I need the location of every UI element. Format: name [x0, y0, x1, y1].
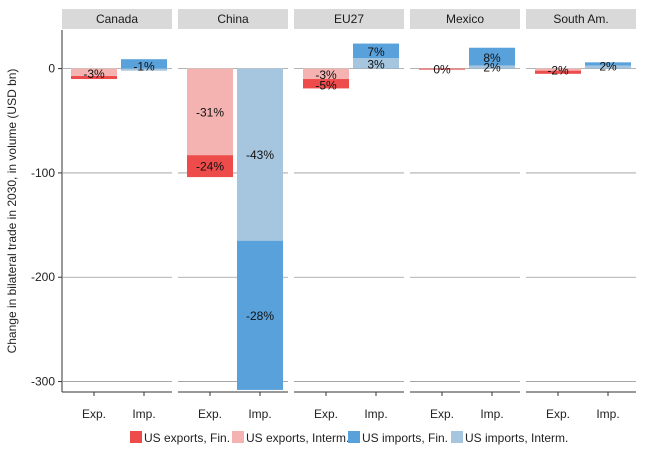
x-tick-label: Imp.: [596, 407, 619, 421]
x-tick-label: Imp.: [132, 407, 155, 421]
data-label: 0%: [433, 63, 451, 77]
legend-label: US imports, Fin.: [362, 431, 448, 445]
bar-canada-imp: -1%: [121, 59, 167, 74]
panel-canada: Canada -3% Exp. -1% Imp.: [62, 9, 172, 421]
panel-title: South Am.: [553, 12, 608, 26]
x-tick-label: Exp.: [546, 407, 570, 421]
bar-eu27-imp: 7%3%: [353, 43, 399, 71]
x-tick-label: Exp.: [198, 407, 222, 421]
bar-mexico-imp: 8%2%: [469, 47, 515, 75]
legend: US exports, Fin. US exports, Interm. US im…: [130, 431, 568, 445]
bar-canada-exp: -3%: [71, 67, 117, 81]
bar-segment-us-imports-fin: [237, 240, 283, 390]
panel-strip: [410, 9, 520, 29]
bar-segment-us-imports-interm: [237, 68, 283, 241]
legend-swatch: [451, 431, 463, 443]
y-tick-label: -300: [31, 375, 55, 389]
bar-segment-us-exports-fin: [303, 79, 349, 89]
x-tick-label: Imp.: [480, 407, 503, 421]
bar-china-imp: -43% -28%: [237, 68, 283, 390]
data-label: 3%: [367, 57, 385, 71]
panel-south-am: South Am. -2% Exp. 2% Imp.: [526, 9, 636, 421]
bar-segment-us-imports-interm: [469, 65, 515, 69]
y-axis-title: Change in bilateral trade in 2030, in vo…: [5, 69, 19, 354]
legend-item-us-exports-fin: US exports, Fin.: [130, 431, 230, 445]
x-tick-label: Imp.: [364, 407, 387, 421]
bar-segment-us-exports-fin: [71, 75, 117, 80]
panel-title: Mexico: [446, 12, 484, 26]
bar-segment-us-exports-fin: [187, 155, 233, 178]
data-label: -5%: [315, 78, 337, 92]
panel-strip: [526, 9, 636, 29]
bar-segment-us-exports-interm: [71, 68, 117, 76]
x-tick-label: Exp.: [314, 407, 338, 421]
y-axis: 0 -100 -200 -300 Change in bilateral trade i…: [5, 30, 63, 392]
legend-swatch: [232, 431, 244, 443]
bar-segment-us-exports-interm: [187, 68, 233, 156]
legend-label: US exports, Interm.: [246, 431, 349, 445]
bar-south-am-imp: 2%: [585, 60, 631, 74]
panel-china: China -31% -24% Exp. -43% -28% Imp.: [178, 9, 288, 421]
x-tick-label: Exp.: [82, 407, 106, 421]
panel-strip: [62, 9, 172, 29]
bar-segment-us-imports-interm: [121, 68, 167, 71]
panel-title: Canada: [96, 12, 138, 26]
data-label: -3%: [83, 67, 105, 81]
data-label: -1%: [133, 60, 155, 74]
data-label: -2%: [547, 64, 569, 78]
x-tick-label: Exp.: [430, 407, 454, 421]
x-tick-label: Imp.: [248, 407, 271, 421]
panel-title: EU27: [334, 12, 364, 26]
data-label: -24%: [196, 160, 224, 174]
panel-eu27: EU27 -3%-5% Exp. 7%3% Imp.: [294, 9, 404, 421]
bar-segment-us-imports-fin: [121, 59, 167, 69]
bar-segment-us-exports-fin: [419, 68, 465, 70]
legend-item-us-imports-fin: US imports, Fin.: [348, 431, 448, 445]
panel-title: China: [217, 12, 249, 26]
data-label: -31%: [196, 105, 224, 119]
data-label: 2%: [599, 60, 617, 74]
bar-segment-us-imports-fin: [585, 62, 631, 66]
bar-eu27-exp: -3%-5%: [303, 68, 349, 92]
data-label: -3%: [315, 68, 337, 82]
bar-segment-us-imports-interm: [585, 65, 631, 69]
data-label: -43%: [246, 148, 274, 162]
bar-segment-us-exports-fin: [535, 70, 581, 74]
legend-swatch: [348, 431, 360, 443]
data-label: -28%: [246, 309, 274, 323]
data-label: 7%: [367, 45, 385, 59]
panel-strip: [294, 9, 404, 29]
legend-item-us-exports-interm: US exports, Interm.: [232, 431, 349, 445]
y-tick-label: -200: [31, 270, 55, 284]
bar-segment-us-exports-interm: [535, 68, 581, 71]
data-label: 2%: [483, 61, 501, 75]
bar-mexico-exp: 0%: [419, 63, 465, 77]
panel-mexico: Mexico 0% Exp. 8%2% Imp.: [410, 9, 520, 421]
y-tick-label: -100: [31, 166, 55, 180]
y-tick-label: 0: [48, 62, 55, 76]
legend-label: US imports, Interm.: [465, 431, 568, 445]
legend-label: US exports, Fin.: [144, 431, 230, 445]
legend-swatch: [130, 431, 142, 443]
bar-segment-us-imports-fin: [353, 43, 399, 59]
bar-segment-us-imports-interm: [353, 58, 399, 69]
bar-south-am-exp: -2%: [535, 64, 581, 78]
bar-china-exp: -31% -24%: [187, 68, 233, 178]
data-label: 8%: [483, 51, 501, 65]
bar-segment-us-imports-fin: [469, 47, 515, 66]
legend-item-us-imports-interm: US imports, Interm.: [451, 431, 568, 445]
bar-segment-us-exports-interm: [303, 68, 349, 80]
panel-strip: [178, 9, 288, 29]
